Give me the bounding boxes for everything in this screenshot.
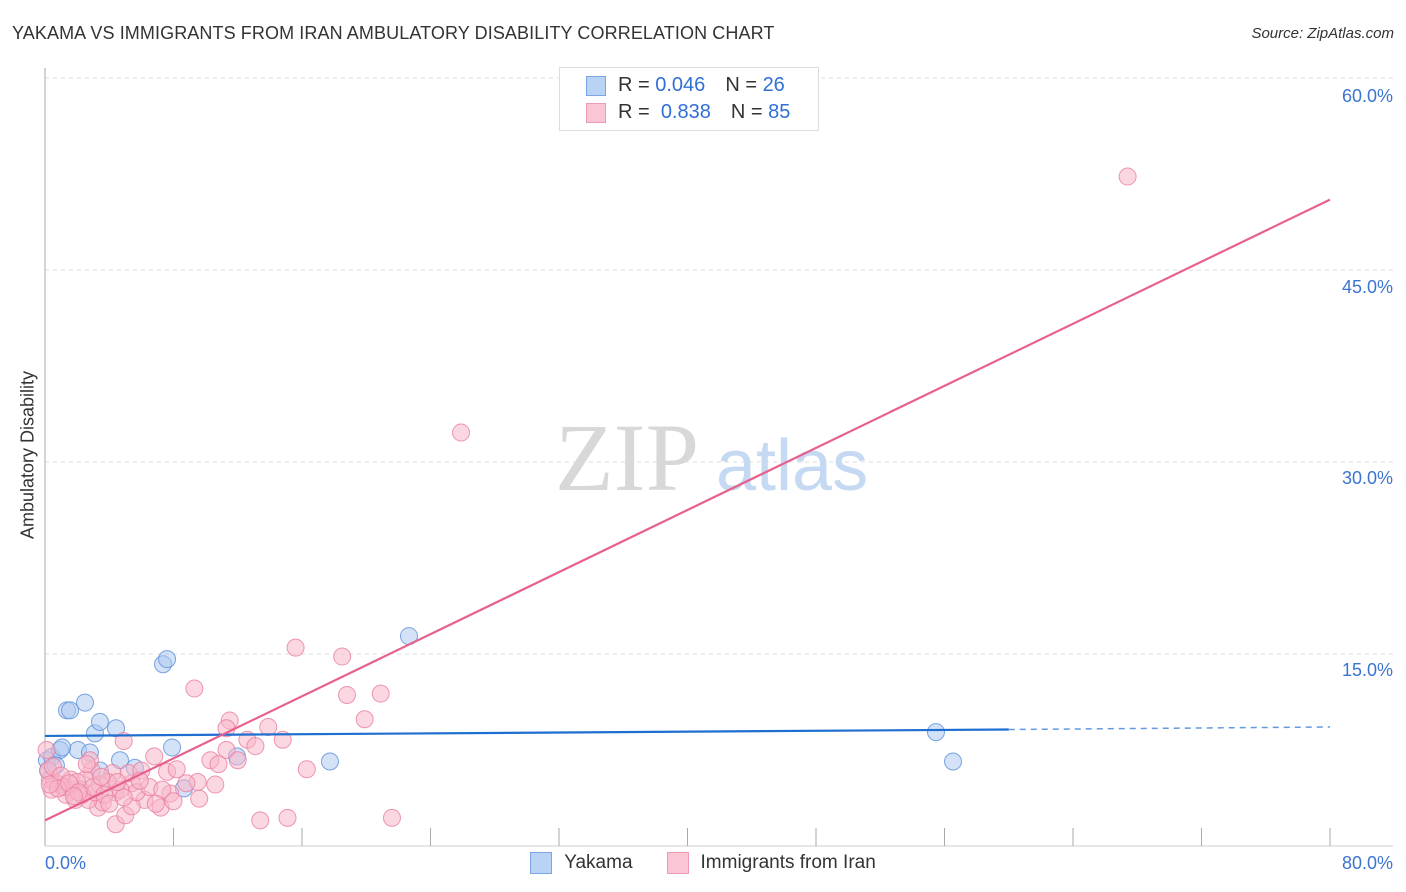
iran-point xyxy=(251,811,270,830)
legend-label: Yakama xyxy=(564,852,633,873)
iran-point xyxy=(337,685,356,704)
x-tick-label: 80.0% xyxy=(1341,853,1393,873)
iran-point xyxy=(259,717,278,736)
series-legend: Yakama Immigrants from Iran xyxy=(0,852,1406,874)
r-label: R = xyxy=(618,74,650,96)
iran-point xyxy=(228,751,247,770)
iran-swatch xyxy=(666,852,689,874)
yakama-trendline xyxy=(44,728,1009,738)
r-label: R = xyxy=(618,101,650,123)
iran-point xyxy=(382,808,401,827)
iran-point xyxy=(64,787,83,806)
n-value: 26 xyxy=(762,74,785,96)
yakama-point xyxy=(320,752,339,771)
yakama-point xyxy=(926,723,945,742)
r-value: 0.046 xyxy=(655,74,706,96)
yakama-point xyxy=(75,693,94,712)
iran-point xyxy=(92,767,111,786)
yakama-point xyxy=(158,650,177,669)
iran-point xyxy=(167,760,186,779)
legend-row-iran: R = 0.838 N = 85 xyxy=(586,101,790,124)
iran-point xyxy=(217,741,236,759)
iran-point xyxy=(333,647,352,666)
iran-point xyxy=(177,774,196,793)
iran-point xyxy=(278,808,297,827)
iran-point xyxy=(206,775,225,794)
y-tick-label: 45.0% xyxy=(1341,277,1393,297)
iran-point xyxy=(1118,167,1137,186)
iran-point xyxy=(114,788,133,807)
legend-item-yakama[interactable]: Yakama xyxy=(530,852,633,874)
iran-point xyxy=(185,679,204,698)
watermark-atlas: atlas xyxy=(716,426,868,506)
legend-label: Immigrants from Iran xyxy=(700,852,876,873)
iran-point xyxy=(146,794,165,813)
yakama-point xyxy=(61,701,80,720)
iran-point xyxy=(209,755,228,774)
yakama-point xyxy=(944,752,963,771)
yakama-swatch xyxy=(530,852,553,874)
watermark-zip: ZIP xyxy=(555,404,699,511)
legend-row-yakama: R = 0.046 N = 26 xyxy=(586,74,785,97)
iran-point xyxy=(190,789,209,808)
n-label: N = xyxy=(725,74,757,96)
legend-item-iran[interactable]: Immigrants from Iran xyxy=(666,852,876,874)
stats-legend: R = 0.046 N = 26 R = 0.838 N = 85 xyxy=(559,67,819,131)
n-label: N = xyxy=(730,101,763,123)
y-tick-label: 15.0% xyxy=(1341,660,1393,680)
iran-point xyxy=(297,760,316,779)
r-value: 0.838 xyxy=(660,101,711,123)
yakama-trendline-extension xyxy=(1008,726,1331,731)
iran-point xyxy=(164,792,183,811)
iran-swatch xyxy=(586,102,606,123)
iran-point xyxy=(40,775,59,794)
chart-title: YAKAMA VS IMMIGRANTS FROM IRAN AMBULATOR… xyxy=(12,23,775,43)
iran-point xyxy=(371,684,390,703)
yakama-point xyxy=(53,738,72,757)
iran-point xyxy=(355,710,374,729)
y-tick-label: 30.0% xyxy=(1341,468,1393,488)
iran-point xyxy=(145,747,164,766)
yakama-swatch xyxy=(586,75,606,96)
y-tick-label: 60.0% xyxy=(1341,86,1393,106)
yakama-point xyxy=(163,738,182,757)
source-label: Source: ZipAtlas.com xyxy=(1251,25,1394,42)
x-tick-label: 0.0% xyxy=(45,853,87,873)
iran-point xyxy=(37,741,56,759)
iran-trendline xyxy=(44,198,1331,822)
iran-point xyxy=(286,638,305,657)
iran-point xyxy=(77,755,96,774)
iran-point xyxy=(114,732,133,751)
yakama-point xyxy=(90,712,109,731)
n-value: 85 xyxy=(768,101,791,123)
iran-point xyxy=(452,423,471,442)
iran-point xyxy=(246,737,265,756)
iran-point xyxy=(273,730,292,749)
